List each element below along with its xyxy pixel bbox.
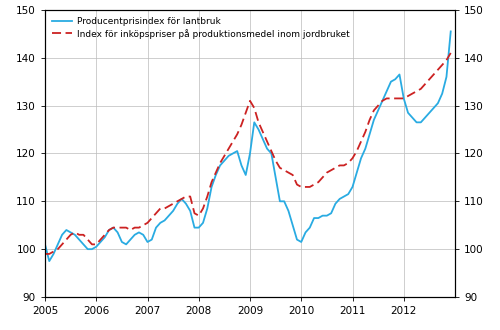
Index för inköpspriser på produktionsmedel inom jordbruket xyxy=(448,51,454,55)
Index för inköpspriser på produktionsmedel inom jordbruket xyxy=(217,161,223,165)
Producentprisindex för lantbruk xyxy=(102,235,108,239)
Line: Producentprisindex för lantbruk: Producentprisindex för lantbruk xyxy=(45,31,450,261)
Producentprisindex för lantbruk xyxy=(448,29,454,33)
Line: Index för inköpspriser på produktionsmedel inom jordbruket: Index för inköpspriser på produktionsmed… xyxy=(45,53,450,254)
Producentprisindex för lantbruk xyxy=(222,159,228,163)
Producentprisindex för lantbruk xyxy=(42,243,48,247)
Index för inköpspriser på produktionsmedel inom jordbruket xyxy=(158,207,164,211)
Index för inköpspriser på produktionsmedel inom jordbruket xyxy=(247,99,253,103)
Index för inköpspriser på produktionsmedel inom jordbruket xyxy=(260,130,266,134)
Index för inköpspriser på produktionsmedel inom jordbruket xyxy=(414,89,420,93)
Producentprisindex för lantbruk xyxy=(264,147,270,151)
Producentprisindex för lantbruk xyxy=(162,218,168,222)
Producentprisindex för lantbruk xyxy=(252,120,258,124)
Producentprisindex för lantbruk xyxy=(46,259,52,263)
Index för inköpspriser på produktionsmedel inom jordbruket xyxy=(42,252,48,256)
Index för inköpspriser på produktionsmedel inom jordbruket xyxy=(98,238,103,242)
Producentprisindex för lantbruk xyxy=(418,120,424,124)
Legend: Producentprisindex för lantbruk, Index för inköpspriser på produktionsmedel inom: Producentprisindex för lantbruk, Index f… xyxy=(50,15,352,41)
